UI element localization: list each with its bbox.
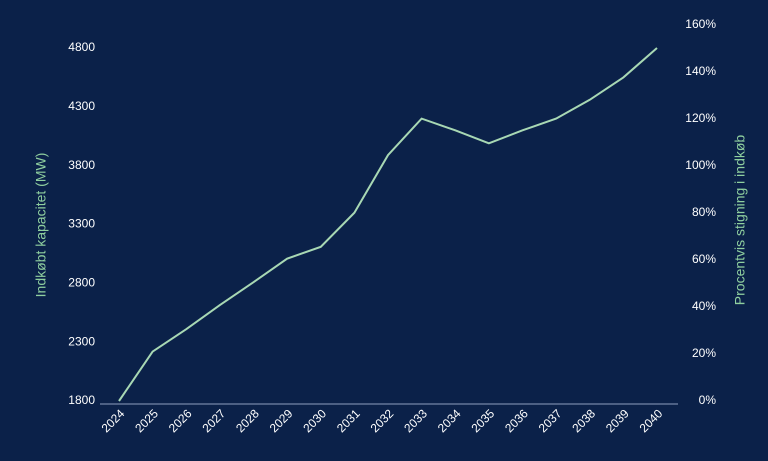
line-series <box>118 47 658 402</box>
y2-axis-title: Procentvis stigning i indkøb <box>732 135 748 306</box>
y2-tick-label: 40% <box>692 299 716 313</box>
y2-tick-label: 60% <box>692 252 716 266</box>
y2-tick-label: 120% <box>685 111 716 125</box>
y-tick-label: 1800 <box>68 393 95 407</box>
y2-tick-label: 20% <box>692 346 716 360</box>
y-tick-label: 2300 <box>68 334 95 348</box>
y-tick-label: 3800 <box>68 158 95 172</box>
y2-tick-label: 160% <box>685 17 716 31</box>
y-tick-label: 4300 <box>68 99 95 113</box>
y2-tick-label: 100% <box>685 158 716 172</box>
y-axis-title: Indkøbt kapacitet (MW) <box>33 153 49 298</box>
y-tick-label: 3300 <box>68 217 95 231</box>
y2-tick-label: 0% <box>699 393 717 407</box>
y2-tick-label: 80% <box>692 205 716 219</box>
y-tick-label: 2800 <box>68 276 95 290</box>
y2-tick-label: 140% <box>685 64 716 78</box>
y-tick-label: 4800 <box>68 40 95 54</box>
